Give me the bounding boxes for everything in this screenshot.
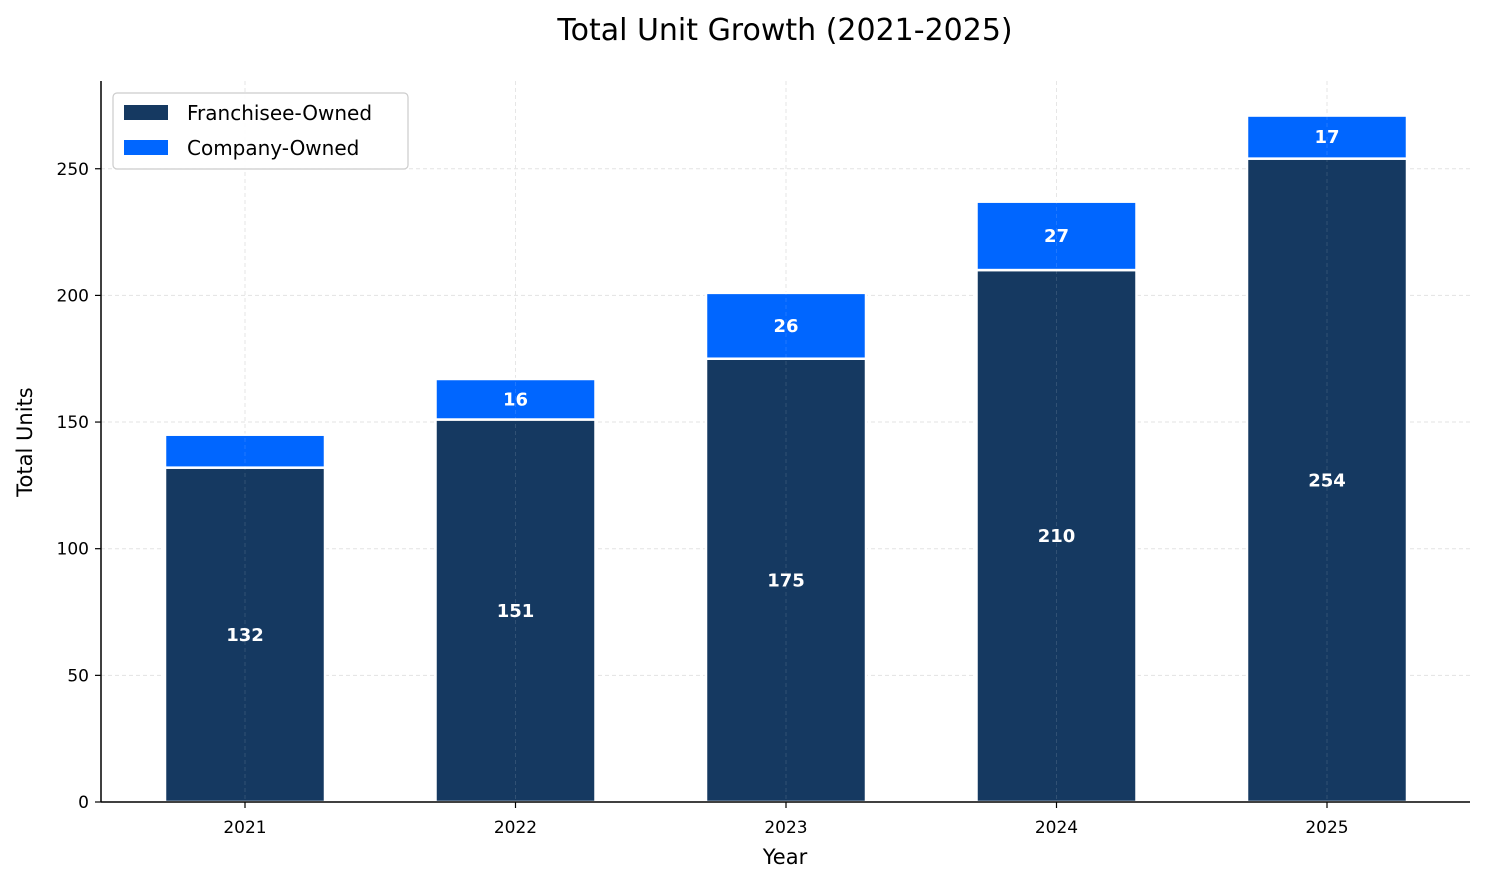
y-tick-label: 50 (67, 666, 89, 686)
bar-company-2024 (975, 200, 1138, 272)
legend-label-company: Company-Owned (187, 136, 359, 160)
bar-company-2025 (1245, 114, 1409, 160)
bar-value-label: 254 (1308, 470, 1346, 491)
bar-company-2022 (434, 377, 597, 421)
x-axis-label: Year (762, 845, 808, 869)
bar-value-label: 17 (1314, 127, 1339, 148)
bar-company-2021 (163, 433, 327, 469)
bar-value-label: 27 (1044, 226, 1069, 247)
legend: Franchisee-Owned Company-Owned (112, 92, 409, 170)
x-tick-label: 2023 (764, 818, 807, 838)
bar-value-label: 175 (767, 570, 805, 591)
y-axis-label: Total Units (13, 387, 37, 497)
x-tick-label: 2022 (494, 818, 537, 838)
bar-labels: 132 151 16 175 26 210 27 254 17 (226, 81, 1346, 802)
x-tick-label: 2025 (1305, 818, 1348, 838)
legend-box (112, 92, 409, 170)
y-tick-label: 150 (57, 413, 89, 433)
legend-swatch-franchisee (124, 105, 168, 120)
bars (163, 114, 1409, 804)
y-tick-label: 200 (57, 286, 89, 306)
bar-value-label: 151 (497, 601, 535, 622)
legend-swatch-company (124, 140, 168, 155)
chart-title: Total Unit Growth (2021-2025) (556, 13, 1012, 48)
bar-franchisee-2022 (434, 418, 597, 804)
x-tick-label: 2024 (1035, 818, 1078, 838)
bar-value-label: 26 (773, 316, 798, 337)
legend-label-franchisee: Franchisee-Owned (187, 101, 372, 125)
bar-value-label: 132 (226, 625, 264, 646)
bar-value-label: 210 (1038, 526, 1076, 547)
y-tick-label: 250 (57, 160, 89, 180)
bar-company-2023 (704, 291, 868, 360)
bar-franchisee-2025 (1245, 157, 1409, 804)
bar-value-label: 16 (503, 389, 528, 410)
bar-franchisee-2021 (163, 466, 327, 804)
y-tick-label: 0 (78, 793, 89, 813)
x-tick-label: 2021 (223, 818, 266, 838)
y-tick-label: 100 (57, 540, 89, 560)
axis-ticks: 0 50 100 150 200 250 2021 2022 2023 2024 2025 (57, 160, 1349, 838)
